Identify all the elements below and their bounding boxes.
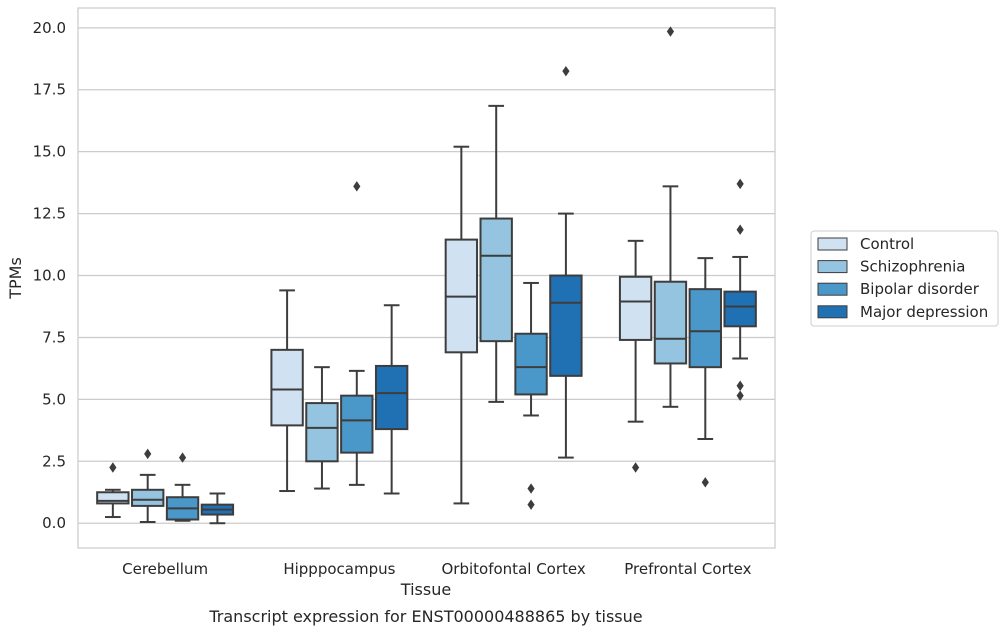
- x-tick-label: Prefrontal Cortex: [624, 560, 751, 578]
- outlier-point: [527, 499, 535, 510]
- y-tick-label: 2.5: [42, 452, 66, 470]
- legend-label: Schizophrenia: [860, 258, 965, 276]
- outlier-point: [736, 178, 744, 190]
- box-iqr: [653, 280, 688, 365]
- grid-lines: [78, 27, 775, 524]
- box-iqr: [549, 274, 583, 377]
- outlier-point: [109, 462, 117, 473]
- legend-swatch: [817, 305, 848, 319]
- y-tick-labels: 0.0 2.5 5.0 7.5 10.0 12.5 15.0 17.5 20.0: [33, 19, 66, 532]
- box-iqr: [374, 364, 409, 431]
- y-tick-label: 20.0: [33, 19, 66, 37]
- x-tick-label: Cerebellum: [122, 560, 208, 578]
- y-axis-title: TPMs: [6, 257, 25, 300]
- x-axis-title: Tissue: [400, 580, 451, 599]
- legend-swatch: [817, 237, 848, 251]
- legend: Control Schizophrenia Bipolar disorder Majo…: [810, 230, 999, 327]
- box-2-3: [549, 65, 583, 459]
- box-1-0: [270, 289, 304, 493]
- box-0-1: [131, 448, 165, 523]
- box-1-1: [305, 366, 339, 490]
- y-tick-label: 15.0: [33, 143, 66, 161]
- legend-label: Bipolar disorder: [860, 280, 980, 298]
- box-2-0: [444, 145, 479, 505]
- y-tick-label: 5.0: [42, 390, 66, 408]
- box-iqr: [340, 394, 374, 454]
- outlier-point: [632, 462, 640, 473]
- y-tick-label: 7.5: [42, 328, 66, 346]
- legend-label: Control: [860, 235, 914, 253]
- box-3-2: [688, 257, 722, 488]
- box-3-3: [723, 178, 757, 401]
- outlier-point: [178, 452, 187, 463]
- box-0-0: [96, 462, 130, 519]
- outlier-point: [736, 224, 744, 235]
- box-iqr: [305, 402, 339, 463]
- box-3-0: [618, 239, 653, 473]
- box-iqr: [96, 491, 130, 505]
- outlier-point: [527, 483, 535, 494]
- box-iqr: [688, 288, 722, 369]
- legend-label: Major depression: [860, 303, 988, 321]
- outlier-point: [736, 380, 744, 391]
- box-2-1: [479, 104, 513, 403]
- box-1-3: [374, 304, 409, 495]
- legend-swatch: [817, 260, 848, 274]
- box-0-2: [165, 452, 200, 522]
- y-tick-label: 10.0: [33, 267, 66, 285]
- outlier-point: [736, 390, 744, 401]
- box-0-3: [200, 492, 235, 525]
- outlier-point: [666, 26, 675, 37]
- box-iqr: [131, 488, 165, 507]
- box-2-2: [514, 281, 548, 510]
- outlier-point: [353, 181, 361, 192]
- chart-caption: Transcript expression for ENST0000048886…: [208, 607, 642, 626]
- legend-frame: [810, 230, 999, 327]
- outlier-point: [562, 65, 570, 77]
- outlier-point: [144, 448, 152, 460]
- outlier-point: [701, 477, 709, 488]
- x-tick-label: Hipppocampus: [283, 560, 395, 578]
- box-iqr: [514, 332, 548, 396]
- legend-items: Control Schizophrenia Bipolar disorder Majo…: [817, 235, 988, 321]
- boxes: [96, 26, 757, 525]
- box-iqr: [723, 290, 757, 328]
- box-iqr: [618, 275, 653, 341]
- box-iqr: [270, 348, 304, 427]
- box-3-1: [653, 26, 688, 408]
- plot-area-border: [77, 7, 776, 549]
- y-tick-label: 17.5: [33, 81, 66, 99]
- y-tick-label: 12.5: [33, 205, 66, 223]
- box-1-2: [340, 181, 374, 486]
- box-iqr: [479, 217, 513, 343]
- x-tick-labels: Cerebellum Hipppocampus Orbitofontal Corte…: [122, 560, 751, 578]
- legend-swatch: [817, 282, 848, 296]
- x-tick-label: Orbitofontal Cortex: [442, 560, 586, 578]
- y-tick-label: 0.0: [42, 514, 66, 532]
